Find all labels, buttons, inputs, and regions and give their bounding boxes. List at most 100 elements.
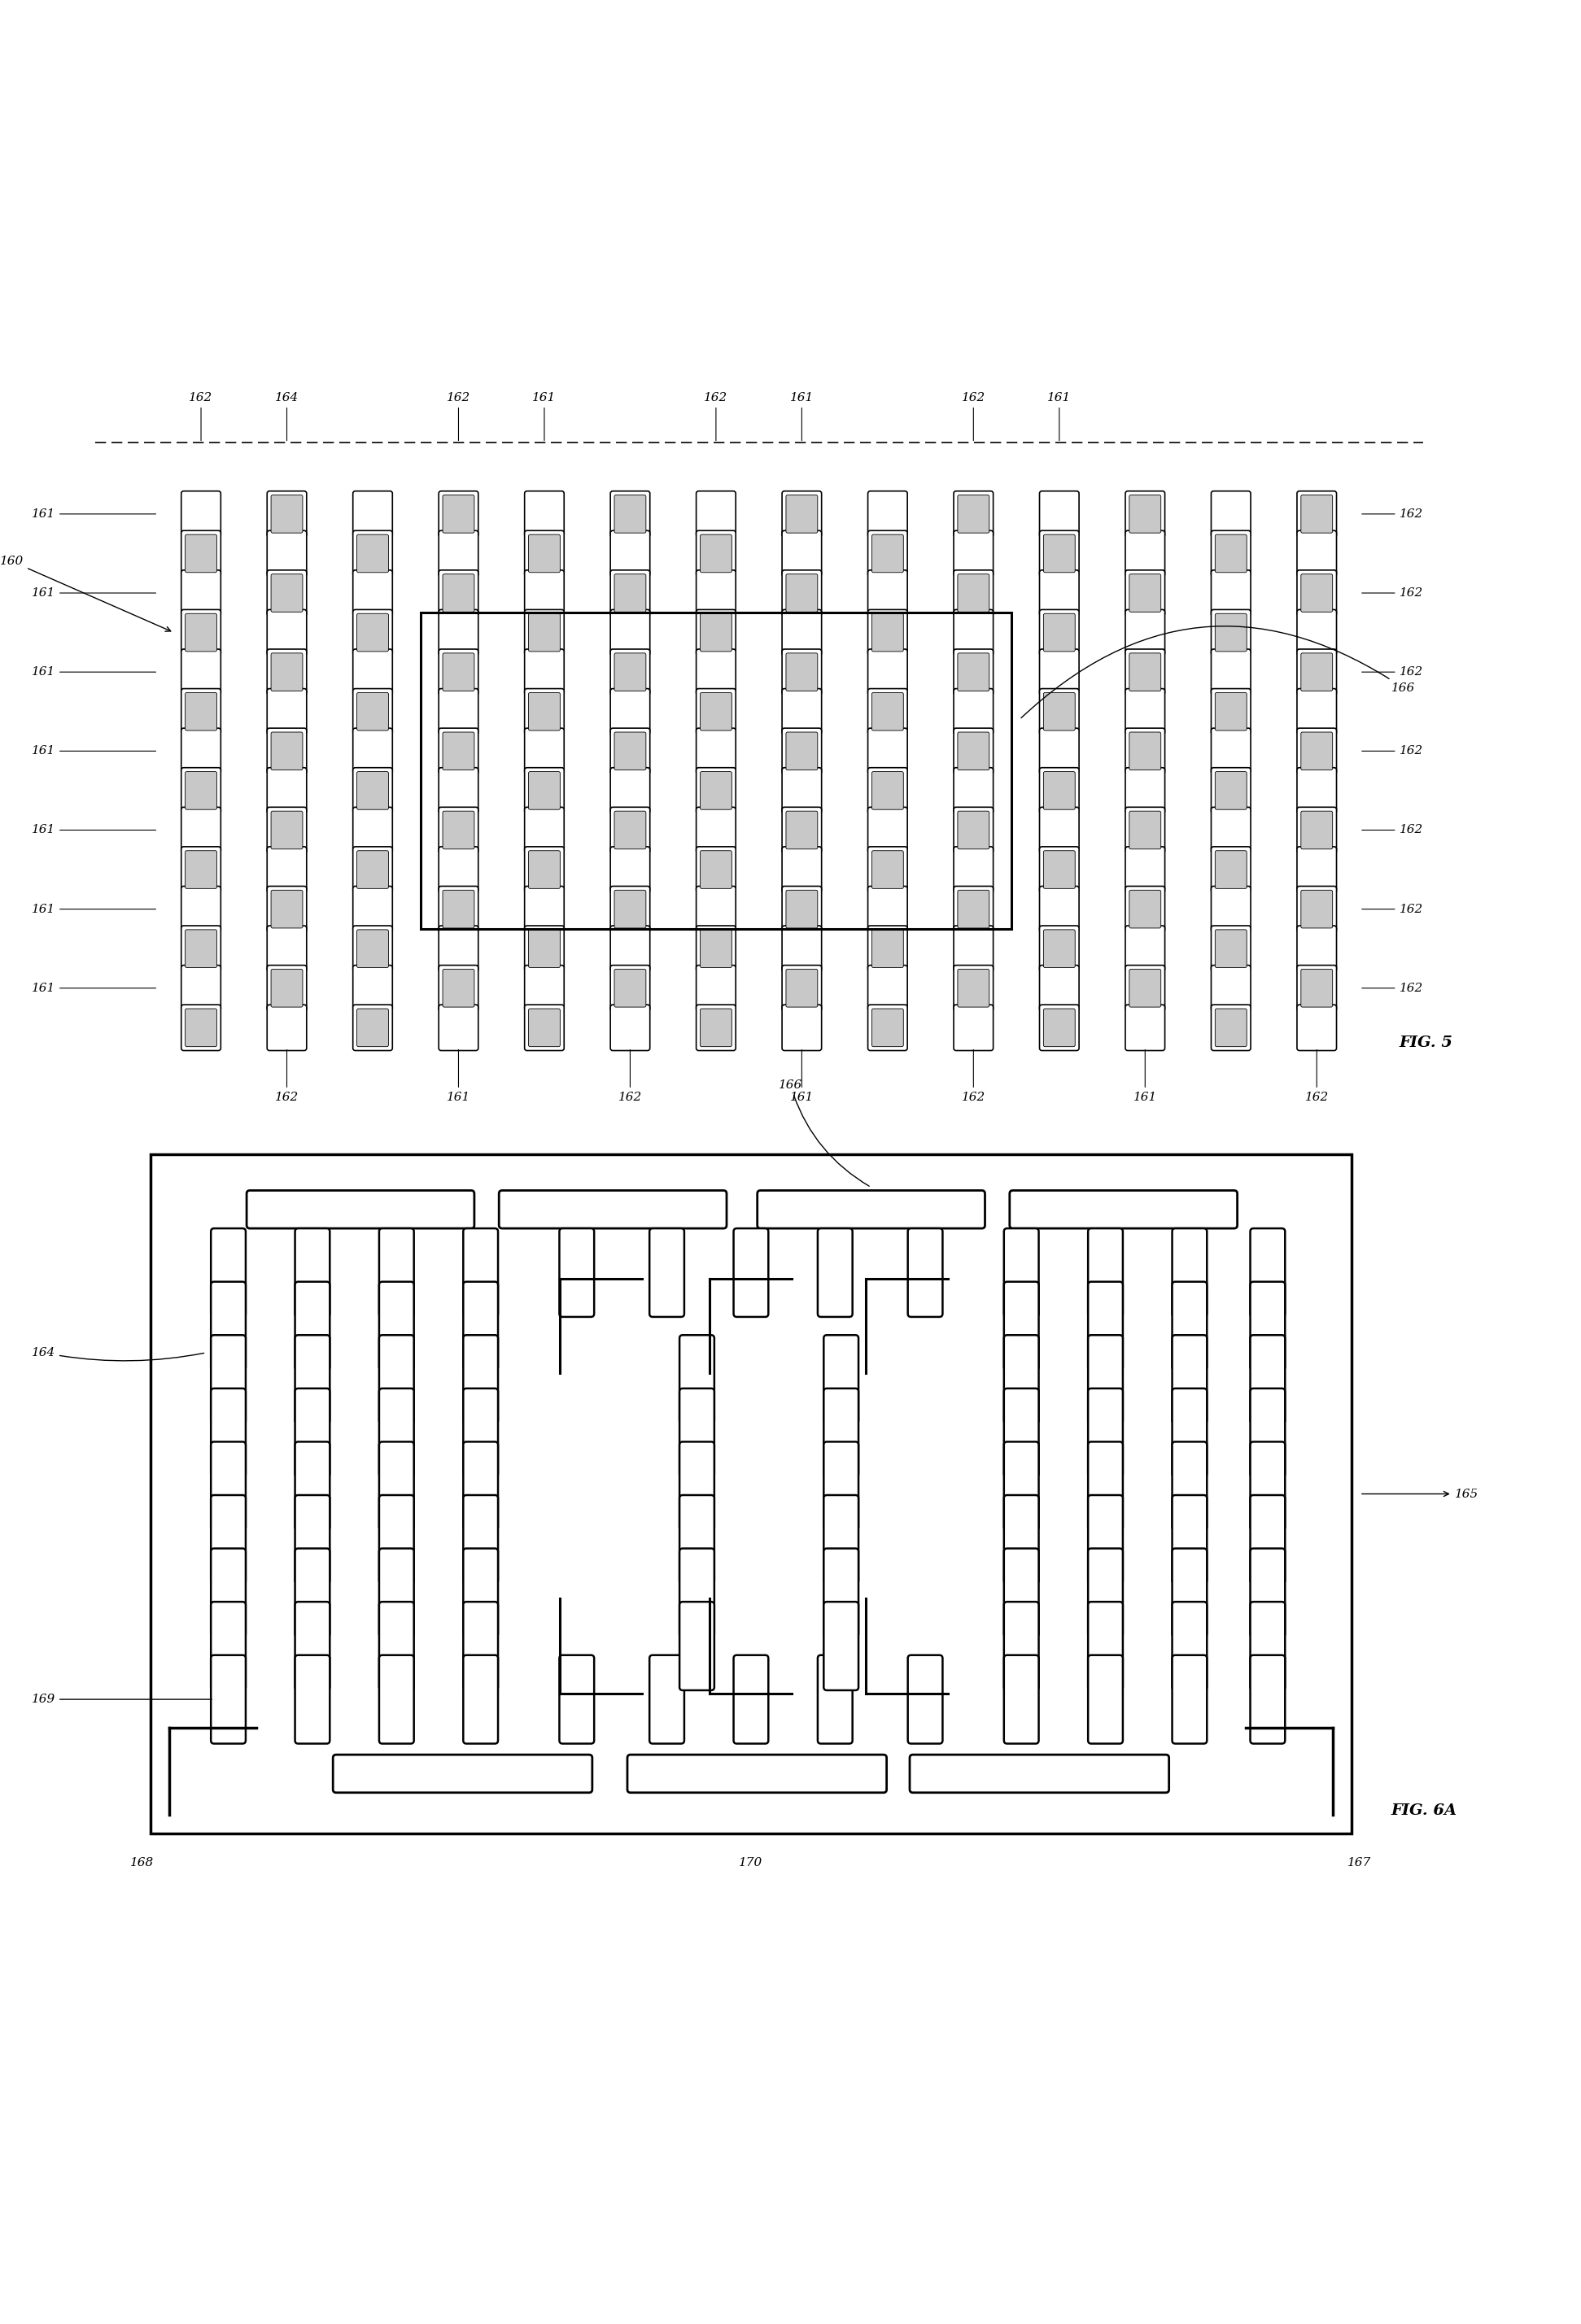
FancyBboxPatch shape xyxy=(783,727,822,774)
FancyBboxPatch shape xyxy=(610,490,650,537)
Text: 166: 166 xyxy=(778,1078,870,1185)
FancyBboxPatch shape xyxy=(610,964,650,1011)
FancyBboxPatch shape xyxy=(440,964,479,1011)
FancyBboxPatch shape xyxy=(696,885,735,932)
FancyBboxPatch shape xyxy=(1043,535,1075,572)
Text: 165: 165 xyxy=(1361,1487,1478,1499)
FancyBboxPatch shape xyxy=(1126,846,1165,892)
FancyBboxPatch shape xyxy=(824,1334,858,1425)
FancyBboxPatch shape xyxy=(610,569,650,616)
FancyBboxPatch shape xyxy=(953,846,993,892)
FancyBboxPatch shape xyxy=(296,1283,330,1371)
FancyBboxPatch shape xyxy=(443,653,474,690)
FancyBboxPatch shape xyxy=(1172,1601,1206,1690)
Text: 168: 168 xyxy=(130,1857,155,1868)
FancyBboxPatch shape xyxy=(463,1334,498,1425)
FancyBboxPatch shape xyxy=(783,964,822,1011)
FancyBboxPatch shape xyxy=(210,1334,245,1425)
FancyBboxPatch shape xyxy=(1296,806,1336,853)
FancyBboxPatch shape xyxy=(379,1655,414,1743)
FancyBboxPatch shape xyxy=(700,851,732,888)
FancyBboxPatch shape xyxy=(185,851,217,888)
FancyBboxPatch shape xyxy=(615,811,647,848)
FancyBboxPatch shape xyxy=(615,653,647,690)
FancyBboxPatch shape xyxy=(953,885,993,932)
FancyBboxPatch shape xyxy=(267,609,307,655)
Text: 162: 162 xyxy=(1361,588,1423,600)
FancyBboxPatch shape xyxy=(1126,1004,1165,1050)
FancyBboxPatch shape xyxy=(786,969,817,1006)
FancyBboxPatch shape xyxy=(443,969,474,1006)
FancyBboxPatch shape xyxy=(210,1601,245,1690)
Text: 162: 162 xyxy=(961,1050,985,1104)
FancyBboxPatch shape xyxy=(334,1755,593,1792)
FancyBboxPatch shape xyxy=(1129,653,1160,690)
FancyBboxPatch shape xyxy=(440,846,479,892)
FancyBboxPatch shape xyxy=(270,653,302,690)
FancyBboxPatch shape xyxy=(1301,890,1333,927)
FancyBboxPatch shape xyxy=(1126,530,1165,576)
FancyBboxPatch shape xyxy=(868,1004,907,1050)
FancyBboxPatch shape xyxy=(958,732,990,769)
FancyBboxPatch shape xyxy=(528,535,560,572)
FancyBboxPatch shape xyxy=(440,530,479,576)
FancyBboxPatch shape xyxy=(1043,851,1075,888)
FancyBboxPatch shape xyxy=(528,614,560,651)
FancyBboxPatch shape xyxy=(1040,609,1080,655)
FancyBboxPatch shape xyxy=(824,1494,858,1583)
FancyBboxPatch shape xyxy=(680,1441,715,1529)
FancyBboxPatch shape xyxy=(615,890,647,927)
FancyBboxPatch shape xyxy=(185,693,217,730)
FancyBboxPatch shape xyxy=(525,688,564,734)
FancyBboxPatch shape xyxy=(734,1655,768,1743)
FancyBboxPatch shape xyxy=(210,1494,245,1583)
FancyBboxPatch shape xyxy=(353,767,392,813)
FancyBboxPatch shape xyxy=(871,930,903,967)
Text: 161: 161 xyxy=(32,746,157,758)
FancyBboxPatch shape xyxy=(1211,609,1251,655)
FancyBboxPatch shape xyxy=(1296,688,1336,734)
Text: 164: 164 xyxy=(32,1348,204,1362)
FancyBboxPatch shape xyxy=(1301,969,1333,1006)
FancyBboxPatch shape xyxy=(1040,569,1080,616)
FancyBboxPatch shape xyxy=(1040,925,1080,971)
FancyBboxPatch shape xyxy=(1040,727,1080,774)
FancyBboxPatch shape xyxy=(610,688,650,734)
FancyBboxPatch shape xyxy=(463,1229,498,1318)
FancyBboxPatch shape xyxy=(267,925,307,971)
FancyBboxPatch shape xyxy=(270,495,302,532)
FancyBboxPatch shape xyxy=(379,1548,414,1636)
FancyBboxPatch shape xyxy=(610,609,650,655)
FancyBboxPatch shape xyxy=(1216,1009,1247,1046)
FancyBboxPatch shape xyxy=(182,885,221,932)
Text: 162: 162 xyxy=(1361,667,1423,679)
FancyBboxPatch shape xyxy=(1129,732,1160,769)
FancyBboxPatch shape xyxy=(353,727,392,774)
FancyBboxPatch shape xyxy=(680,1387,715,1478)
FancyBboxPatch shape xyxy=(868,609,907,655)
FancyBboxPatch shape xyxy=(267,806,307,853)
FancyBboxPatch shape xyxy=(696,648,735,695)
FancyBboxPatch shape xyxy=(1301,811,1333,848)
FancyBboxPatch shape xyxy=(907,1655,942,1743)
FancyBboxPatch shape xyxy=(1043,1009,1075,1046)
FancyBboxPatch shape xyxy=(696,609,735,655)
FancyBboxPatch shape xyxy=(868,964,907,1011)
FancyBboxPatch shape xyxy=(958,969,990,1006)
FancyBboxPatch shape xyxy=(353,609,392,655)
FancyBboxPatch shape xyxy=(700,930,732,967)
FancyBboxPatch shape xyxy=(1216,772,1247,809)
FancyBboxPatch shape xyxy=(1301,732,1333,769)
FancyBboxPatch shape xyxy=(1296,767,1336,813)
Text: 162: 162 xyxy=(1361,746,1423,758)
FancyBboxPatch shape xyxy=(443,574,474,611)
FancyBboxPatch shape xyxy=(379,1441,414,1529)
FancyBboxPatch shape xyxy=(1088,1283,1123,1371)
FancyBboxPatch shape xyxy=(817,1229,852,1318)
FancyBboxPatch shape xyxy=(615,574,647,611)
FancyBboxPatch shape xyxy=(525,925,564,971)
Text: 164: 164 xyxy=(275,393,299,442)
Text: 162: 162 xyxy=(446,393,471,442)
FancyBboxPatch shape xyxy=(525,885,564,932)
Text: 161: 161 xyxy=(32,825,157,837)
